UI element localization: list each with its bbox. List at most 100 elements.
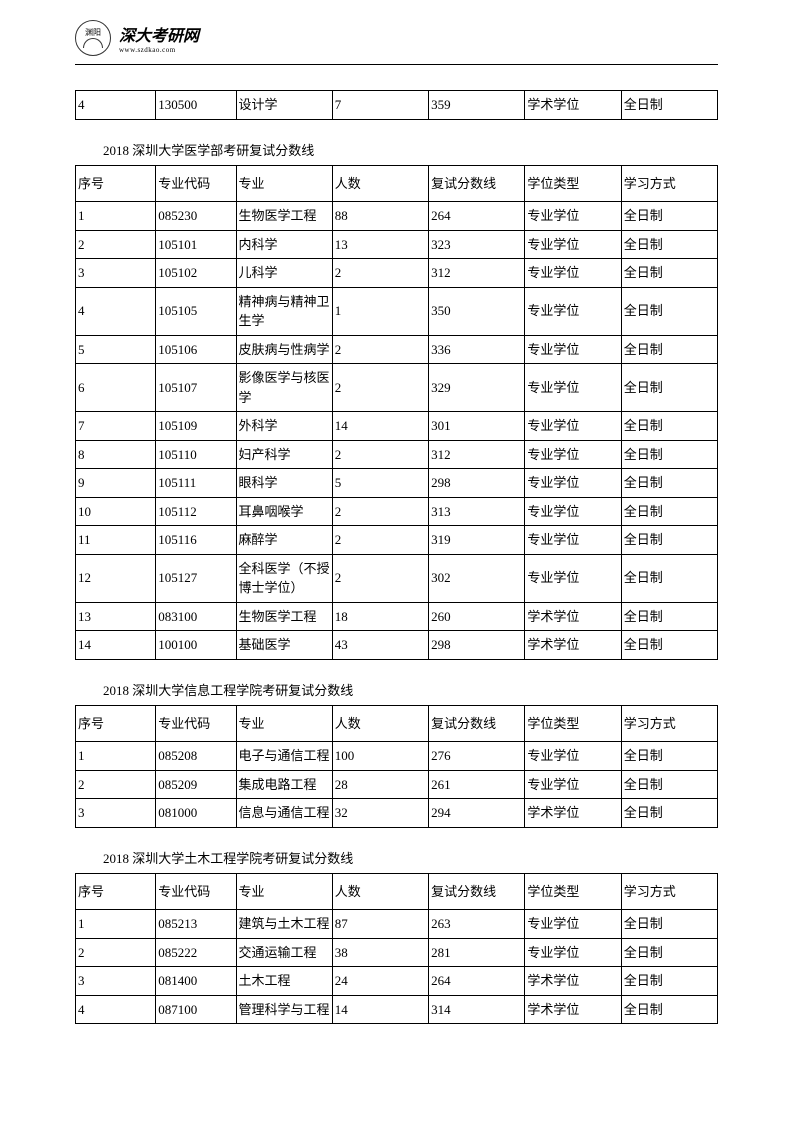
table-cell: 43 bbox=[332, 631, 428, 660]
table-cell: 全日制 bbox=[621, 554, 717, 602]
column-header: 复试分数线 bbox=[429, 873, 525, 910]
table-cell: 11 bbox=[76, 526, 156, 555]
table-cell: 263 bbox=[429, 910, 525, 939]
table-cell: 专业学位 bbox=[525, 335, 621, 364]
table-row: 4 130500 设计学 7 359 学术学位 全日制 bbox=[76, 91, 718, 120]
table-cell: 全日制 bbox=[621, 469, 717, 498]
table-cell: 276 bbox=[429, 742, 525, 771]
table-cell: 105111 bbox=[156, 469, 236, 498]
table-cell: 交通运输工程 bbox=[236, 938, 332, 967]
top-fragment-table: 4 130500 设计学 7 359 学术学位 全日制 bbox=[75, 90, 718, 120]
column-header: 学习方式 bbox=[621, 873, 717, 910]
table-cell: 3 bbox=[76, 967, 156, 996]
table-cell: 生物医学工程 bbox=[236, 202, 332, 231]
table-cell: 88 bbox=[332, 202, 428, 231]
table-cell: 全日制 bbox=[621, 799, 717, 828]
table-cell: 学术学位 bbox=[525, 995, 621, 1024]
table-cell: 专业学位 bbox=[525, 364, 621, 412]
table-cell: 281 bbox=[429, 938, 525, 967]
medical-title: 2018 深圳大学医学部考研复试分数线 bbox=[103, 140, 718, 159]
table-row: 1085230生物医学工程88264专业学位全日制 bbox=[76, 202, 718, 231]
table-cell: 专业学位 bbox=[525, 259, 621, 288]
table-cell: 1 bbox=[76, 202, 156, 231]
table-cell: 264 bbox=[429, 202, 525, 231]
cell-code: 130500 bbox=[156, 91, 236, 120]
table-cell: 全日制 bbox=[621, 412, 717, 441]
table-cell: 087100 bbox=[156, 995, 236, 1024]
table-cell: 87 bbox=[332, 910, 428, 939]
column-header: 学位类型 bbox=[525, 705, 621, 742]
brand-block: 深大考研网 www.szdkao.com bbox=[119, 22, 199, 54]
table-cell: 全日制 bbox=[621, 938, 717, 967]
column-header: 人数 bbox=[332, 873, 428, 910]
table-cell: 313 bbox=[429, 497, 525, 526]
table-cell: 全日制 bbox=[621, 967, 717, 996]
table-cell: 全日制 bbox=[621, 335, 717, 364]
column-header: 专业代码 bbox=[156, 705, 236, 742]
medical-table: 序号专业代码专业人数复试分数线学位类型学习方式1085230生物医学工程8826… bbox=[75, 165, 718, 660]
table-cell: 105116 bbox=[156, 526, 236, 555]
table-cell: 18 bbox=[332, 602, 428, 631]
table-row: 4087100管理科学与工程14314学术学位全日制 bbox=[76, 995, 718, 1024]
table-cell: 专业学位 bbox=[525, 230, 621, 259]
table-cell: 全日制 bbox=[621, 230, 717, 259]
table-row: 6105107影像医学与核医学2329专业学位全日制 bbox=[76, 364, 718, 412]
table-cell: 皮肤病与性病学 bbox=[236, 335, 332, 364]
table-cell: 耳鼻咽喉学 bbox=[236, 497, 332, 526]
page-header: 渊阳 深大考研网 www.szdkao.com bbox=[75, 20, 718, 65]
table-cell: 105107 bbox=[156, 364, 236, 412]
column-header: 序号 bbox=[76, 705, 156, 742]
table-cell: 14 bbox=[332, 412, 428, 441]
table-cell: 全日制 bbox=[621, 910, 717, 939]
table-cell: 全科医学（不授博士学位） bbox=[236, 554, 332, 602]
table-cell: 全日制 bbox=[621, 497, 717, 526]
table-cell: 336 bbox=[429, 335, 525, 364]
cell-seq: 4 bbox=[76, 91, 156, 120]
table-cell: 全日制 bbox=[621, 440, 717, 469]
table-header-row: 序号专业代码专业人数复试分数线学位类型学习方式 bbox=[76, 705, 718, 742]
column-header: 学位类型 bbox=[525, 873, 621, 910]
table-cell: 专业学位 bbox=[525, 287, 621, 335]
column-header: 学习方式 bbox=[621, 705, 717, 742]
column-header: 人数 bbox=[332, 165, 428, 202]
table-cell: 儿科学 bbox=[236, 259, 332, 288]
table-cell: 085230 bbox=[156, 202, 236, 231]
table-cell: 2 bbox=[76, 230, 156, 259]
table-cell: 314 bbox=[429, 995, 525, 1024]
cell-mode: 全日制 bbox=[621, 91, 717, 120]
table-cell: 基础医学 bbox=[236, 631, 332, 660]
table-cell: 专业学位 bbox=[525, 469, 621, 498]
table-cell: 电子与通信工程 bbox=[236, 742, 332, 771]
table-cell: 1 bbox=[332, 287, 428, 335]
table-row: 10105112耳鼻咽喉学2313专业学位全日制 bbox=[76, 497, 718, 526]
table-cell: 105105 bbox=[156, 287, 236, 335]
cell-score: 359 bbox=[429, 91, 525, 120]
table-cell: 085208 bbox=[156, 742, 236, 771]
table-header-row: 序号专业代码专业人数复试分数线学位类型学习方式 bbox=[76, 165, 718, 202]
logo-text: 渊阳 bbox=[85, 29, 101, 37]
table-cell: 4 bbox=[76, 995, 156, 1024]
column-header: 复试分数线 bbox=[429, 705, 525, 742]
table-cell: 5 bbox=[76, 335, 156, 364]
table-cell: 105112 bbox=[156, 497, 236, 526]
table-cell: 学术学位 bbox=[525, 631, 621, 660]
table-cell: 105110 bbox=[156, 440, 236, 469]
table-cell: 6 bbox=[76, 364, 156, 412]
table-cell: 105102 bbox=[156, 259, 236, 288]
brand-title: 深大考研网 bbox=[119, 22, 199, 46]
table-cell: 精神病与精神卫生学 bbox=[236, 287, 332, 335]
table-cell: 专业学位 bbox=[525, 938, 621, 967]
table-row: 1085208电子与通信工程100276专业学位全日制 bbox=[76, 742, 718, 771]
table-cell: 100100 bbox=[156, 631, 236, 660]
cell-degree: 学术学位 bbox=[525, 91, 621, 120]
table-cell: 2 bbox=[332, 364, 428, 412]
table-row: 3081400土木工程24264学术学位全日制 bbox=[76, 967, 718, 996]
table-cell: 全日制 bbox=[621, 526, 717, 555]
table-row: 2105101内科学13323专业学位全日制 bbox=[76, 230, 718, 259]
civil-table: 序号专业代码专业人数复试分数线学位类型学习方式1085213建筑与土木工程872… bbox=[75, 873, 718, 1025]
table-header-row: 序号专业代码专业人数复试分数线学位类型学习方式 bbox=[76, 873, 718, 910]
table-row: 7105109外科学14301专业学位全日制 bbox=[76, 412, 718, 441]
table-cell: 105106 bbox=[156, 335, 236, 364]
table-cell: 专业学位 bbox=[525, 202, 621, 231]
info-title: 2018 深圳大学信息工程学院考研复试分数线 bbox=[103, 680, 718, 699]
